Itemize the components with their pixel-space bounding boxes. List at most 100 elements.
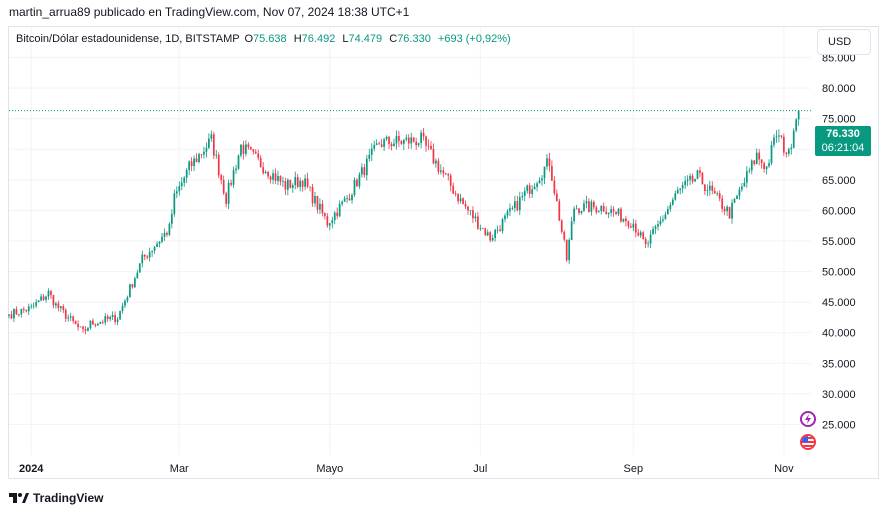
us-flag-event-icon[interactable] [800,434,816,450]
candle-body [358,174,361,187]
candle-body [289,179,292,188]
candle-body [30,305,33,307]
chart-legend: Bitcoin/Dólar estadounidense, 1D, BITSTA… [16,33,515,45]
candle-body [444,173,447,175]
candle-body [484,228,487,236]
candle-body [647,243,649,245]
candle-body [99,321,102,324]
candle-body [274,173,277,181]
candle-body [435,160,437,164]
candle-body [180,182,183,187]
candle-body [597,211,600,213]
candle-body [232,170,235,185]
candle-body [264,171,267,174]
candle-body [343,198,346,202]
candle-body [568,239,571,261]
candle-body [35,302,38,306]
candle-body [736,195,738,199]
candle-body [242,144,245,154]
candle-body [277,175,279,181]
candle-body [449,175,452,186]
candle-body [62,306,65,310]
candle-body [390,143,393,147]
candle-body [173,193,176,215]
candle-body [208,138,210,148]
candle-body [639,232,642,236]
candle-body [25,309,28,312]
candle-body [427,145,430,147]
candle-body [649,234,652,244]
x-axis-labels: 2024 Mar Mayo Jul Sep Nov [19,463,794,475]
candle-body [351,195,353,201]
y-tick-label: 40.000 [822,328,856,340]
candle-body [592,201,595,208]
lightning-event-icon[interactable] [800,411,816,427]
candle-body [496,229,499,231]
candle-body [341,201,344,204]
tradingview-logo[interactable]: TradingView [9,491,103,505]
candle-body [760,159,763,164]
candle-body [131,284,134,288]
candle-body [84,329,87,331]
candle-body [129,284,131,298]
candle-body [770,144,773,164]
candle-body [632,223,635,228]
candle-body [136,272,139,279]
candle-body [373,144,376,149]
candles [8,110,800,335]
candle-body [383,139,385,147]
candle-body [171,214,173,224]
candle-body [407,137,410,144]
candle-body [333,212,336,221]
candle-body [304,178,306,187]
candle-body [230,182,232,185]
candle-body [615,211,617,214]
candle-body [745,171,748,183]
candle-body [669,204,672,210]
candle-body [792,130,795,148]
candle-body [543,166,546,179]
candle-body [704,184,706,192]
candle-body [511,208,514,209]
candle-body [758,152,761,160]
candle-body [185,170,188,178]
candle-body [691,175,694,182]
candle-body [790,147,793,150]
candle-body [324,213,326,217]
candle-body [708,185,711,191]
candle-body [528,185,531,194]
candle-body [168,223,171,235]
candle-body [227,182,230,204]
candle-body [395,136,398,144]
candle-body [240,144,242,156]
candle-body [718,193,721,199]
candle-body [178,186,181,192]
candle-body [625,218,627,222]
candle-body [89,320,92,329]
candle-body [259,157,262,168]
candle-body [782,136,785,153]
x-tick-label: 2024 [19,463,44,475]
candle-body [474,216,477,219]
y-tick-label: 55.000 [822,236,856,248]
candle-body [388,136,390,144]
candle-body [432,149,435,164]
candle-body [116,319,119,322]
candle-body [37,300,40,303]
currency-button[interactable]: USD [817,29,871,55]
candle-body [731,202,733,219]
candle-body [699,170,701,174]
candle-body [533,186,536,190]
candle-body [590,201,593,212]
candle-body [311,187,314,204]
candle-body [681,185,684,189]
x-tick-label: Nov [774,463,794,475]
candle-body [454,193,457,195]
candle-body [607,212,610,215]
candle-body [694,178,696,182]
candle-body [600,206,603,212]
candle-body [104,316,107,323]
candle-body [314,195,316,204]
candle-body [124,300,126,306]
